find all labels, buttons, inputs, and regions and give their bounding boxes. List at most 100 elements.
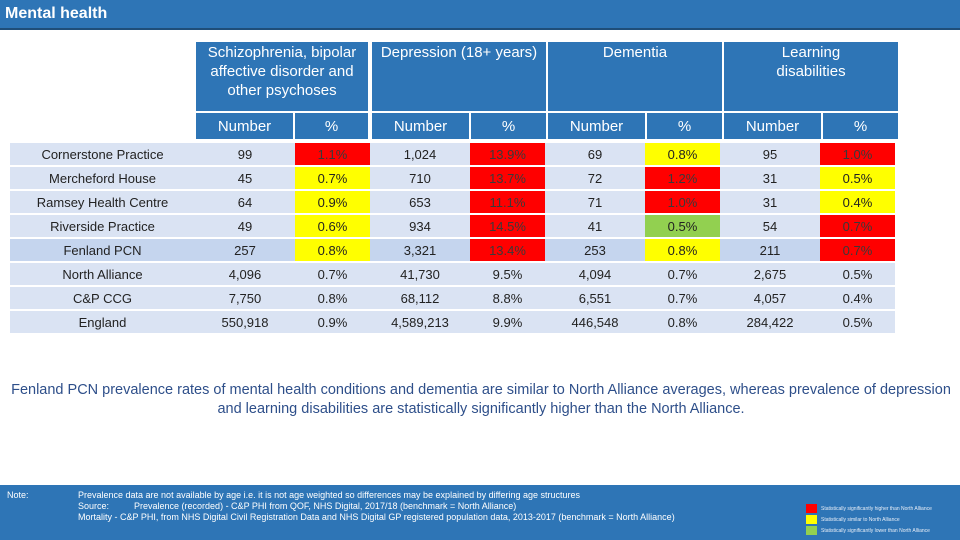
note-line: Source: Prevalence (recorded) - C&P PHI …	[78, 501, 517, 511]
value-cell: 0.8%	[295, 239, 370, 261]
table-row: Fenland PCN 257 0.8% 3,321 13.4% 253 0.8…	[10, 239, 898, 261]
value-cell: 0.4%	[820, 287, 895, 309]
value-cell: 72	[545, 167, 645, 189]
subheader-number: Number	[724, 113, 821, 139]
value-cell: 284,422	[720, 311, 820, 333]
note-label: Note:	[7, 490, 29, 500]
value-cell: 4,096	[195, 263, 295, 285]
subheader-percent: %	[295, 113, 368, 139]
table-row: Ramsey Health Centre 64 0.9% 653 11.1% 7…	[10, 191, 898, 213]
value-cell: 13.9%	[470, 143, 545, 165]
value-cell: 446,548	[545, 311, 645, 333]
legend-item: Statistically similar to North Alliance	[806, 514, 932, 525]
group-header-depression: Depression (18+ years)	[372, 42, 546, 111]
value-cell: 6,551	[545, 287, 645, 309]
value-cell: 54	[720, 215, 820, 237]
table-row: North Alliance 4,096 0.7% 41,730 9.5% 4,…	[10, 263, 898, 285]
subheader-percent: %	[647, 113, 722, 139]
value-cell: 31	[720, 167, 820, 189]
table-row: Mercheford House 45 0.7% 710 13.7% 72 1.…	[10, 167, 898, 189]
footer-notes: Note: Prevalence data are not available …	[0, 485, 960, 540]
value-cell: 14.5%	[470, 215, 545, 237]
value-cell: 4,589,213	[370, 311, 470, 333]
value-cell: 1.0%	[820, 143, 895, 165]
value-cell: 4,057	[720, 287, 820, 309]
value-cell: 0.9%	[295, 191, 370, 213]
value-cell: 13.4%	[470, 239, 545, 261]
group-header-dementia: Dementia	[548, 42, 722, 111]
note-line: Mortality - C&P PHI, from NHS Digital Ci…	[78, 512, 675, 522]
legend-item: Statistically significantly lower than N…	[806, 525, 932, 536]
practice-name: North Alliance	[10, 263, 195, 285]
subheader-number: Number	[372, 113, 469, 139]
value-cell: 0.7%	[820, 239, 895, 261]
value-cell: 0.6%	[295, 215, 370, 237]
value-cell: 550,918	[195, 311, 295, 333]
practice-name: Riverside Practice	[10, 215, 195, 237]
practice-name: Cornerstone Practice	[10, 143, 195, 165]
value-cell: 710	[370, 167, 470, 189]
value-cell: 69	[545, 143, 645, 165]
value-cell: 71	[545, 191, 645, 213]
note-line: Prevalence data are not available by age…	[78, 490, 580, 500]
value-cell: 49	[195, 215, 295, 237]
page-title: Mental health	[5, 5, 108, 22]
value-cell: 0.7%	[645, 263, 720, 285]
table-row: Riverside Practice 49 0.6% 934 14.5% 41 …	[10, 215, 898, 237]
value-cell: 13.7%	[470, 167, 545, 189]
subheader-percent: %	[823, 113, 898, 139]
legend-swatch-yellow	[806, 515, 817, 524]
value-cell: 41,730	[370, 263, 470, 285]
table-row: Cornerstone Practice 99 1.1% 1,024 13.9%…	[10, 143, 898, 165]
note-lines: Prevalence data are not available by age…	[78, 490, 675, 523]
value-cell: 68,112	[370, 287, 470, 309]
value-cell: 0.7%	[295, 167, 370, 189]
value-cell: 31	[720, 191, 820, 213]
value-cell: 0.7%	[820, 215, 895, 237]
value-cell: 1.2%	[645, 167, 720, 189]
subheader-percent: %	[471, 113, 546, 139]
value-cell: 0.8%	[645, 239, 720, 261]
value-cell: 0.8%	[645, 143, 720, 165]
value-cell: 8.8%	[470, 287, 545, 309]
value-cell: 0.5%	[820, 167, 895, 189]
value-cell: 9.5%	[470, 263, 545, 285]
practice-name: Ramsey Health Centre	[10, 191, 195, 213]
value-cell: 0.4%	[820, 191, 895, 213]
legend-label: Statistically similar to North Alliance	[821, 516, 900, 523]
legend-swatch-green	[806, 526, 817, 535]
value-cell: 9.9%	[470, 311, 545, 333]
table-row: England 550,918 0.9% 4,589,213 9.9% 446,…	[10, 311, 898, 333]
value-cell: 0.5%	[820, 263, 895, 285]
value-cell: 45	[195, 167, 295, 189]
group-header-learning-disabilities: Learning disabilities	[724, 42, 898, 111]
practice-name: Mercheford House	[10, 167, 195, 189]
value-cell: 934	[370, 215, 470, 237]
value-cell: 4,094	[545, 263, 645, 285]
table-row: C&P CCG 7,750 0.8% 68,112 8.8% 6,551 0.7…	[10, 287, 898, 309]
significance-legend: Statistically significantly higher than …	[806, 503, 932, 536]
value-cell: 211	[720, 239, 820, 261]
value-cell: 253	[545, 239, 645, 261]
value-cell: 653	[370, 191, 470, 213]
title-bar: Mental health	[0, 0, 960, 30]
value-cell: 64	[195, 191, 295, 213]
value-cell: 95	[720, 143, 820, 165]
value-cell: 2,675	[720, 263, 820, 285]
value-cell: 11.1%	[470, 191, 545, 213]
value-cell: 0.7%	[645, 287, 720, 309]
value-cell: 0.8%	[295, 287, 370, 309]
value-cell: 1,024	[370, 143, 470, 165]
group-header-psychoses: Schizophrenia, bipolar affective disorde…	[196, 42, 368, 111]
value-cell: 1.1%	[295, 143, 370, 165]
value-cell: 7,750	[195, 287, 295, 309]
legend-swatch-red	[806, 504, 817, 513]
value-cell: 0.5%	[645, 215, 720, 237]
subheader-number: Number	[548, 113, 645, 139]
practice-name: Fenland PCN	[10, 239, 195, 261]
practice-name: C&P CCG	[10, 287, 195, 309]
summary-text: Fenland PCN prevalence rates of mental h…	[11, 382, 951, 417]
value-cell: 0.7%	[295, 263, 370, 285]
value-cell: 1.0%	[645, 191, 720, 213]
legend-label: Statistically significantly lower than N…	[821, 527, 930, 534]
